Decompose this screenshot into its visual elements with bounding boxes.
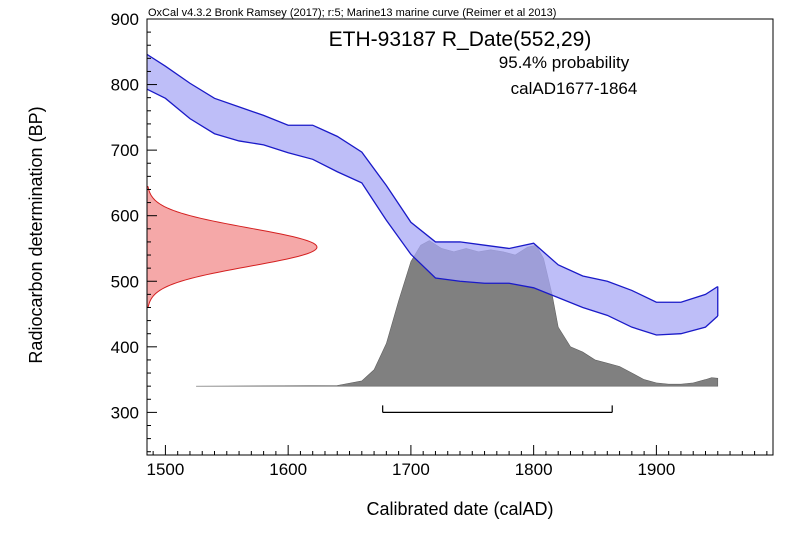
y-tick-label: 900 <box>111 10 139 29</box>
x-tick-label: 1600 <box>269 460 307 479</box>
probability-label: 95.4% probability <box>499 53 630 72</box>
software-header: OxCal v4.3.2 Bronk Ramsey (2017); r:5; M… <box>148 7 556 19</box>
calibration-curve-lower <box>147 88 719 336</box>
y-tick-label: 400 <box>111 338 139 357</box>
x-tick-label: 1900 <box>637 460 675 479</box>
y-axis-title: Radiocarbon determination (BP) <box>26 106 46 363</box>
y-tick-label: 600 <box>111 207 139 226</box>
x-axis-title: Calibrated date (calAD) <box>366 499 553 519</box>
x-tick-label: 1800 <box>515 460 553 479</box>
y-tick-label: 700 <box>111 141 139 160</box>
chart-title: ETH-93187 R_Date(552,29) <box>329 28 592 51</box>
measurement-distribution <box>147 185 318 308</box>
plot-area <box>147 53 719 413</box>
calibration-curve-band <box>147 54 718 336</box>
calibration-curve-upper <box>147 53 719 303</box>
axes: 1500 1600 1700 1800 1900 300 400 500 600 700 800 90… <box>111 10 768 479</box>
y-tick-label: 300 <box>111 403 139 422</box>
x-tick-label: 1700 <box>392 460 430 479</box>
calibrated-range-label: calAD1677-1864 <box>511 79 638 98</box>
y-tick-label: 500 <box>111 272 139 291</box>
y-tick-label: 800 <box>111 76 139 95</box>
x-tick-label: 1500 <box>146 460 184 479</box>
